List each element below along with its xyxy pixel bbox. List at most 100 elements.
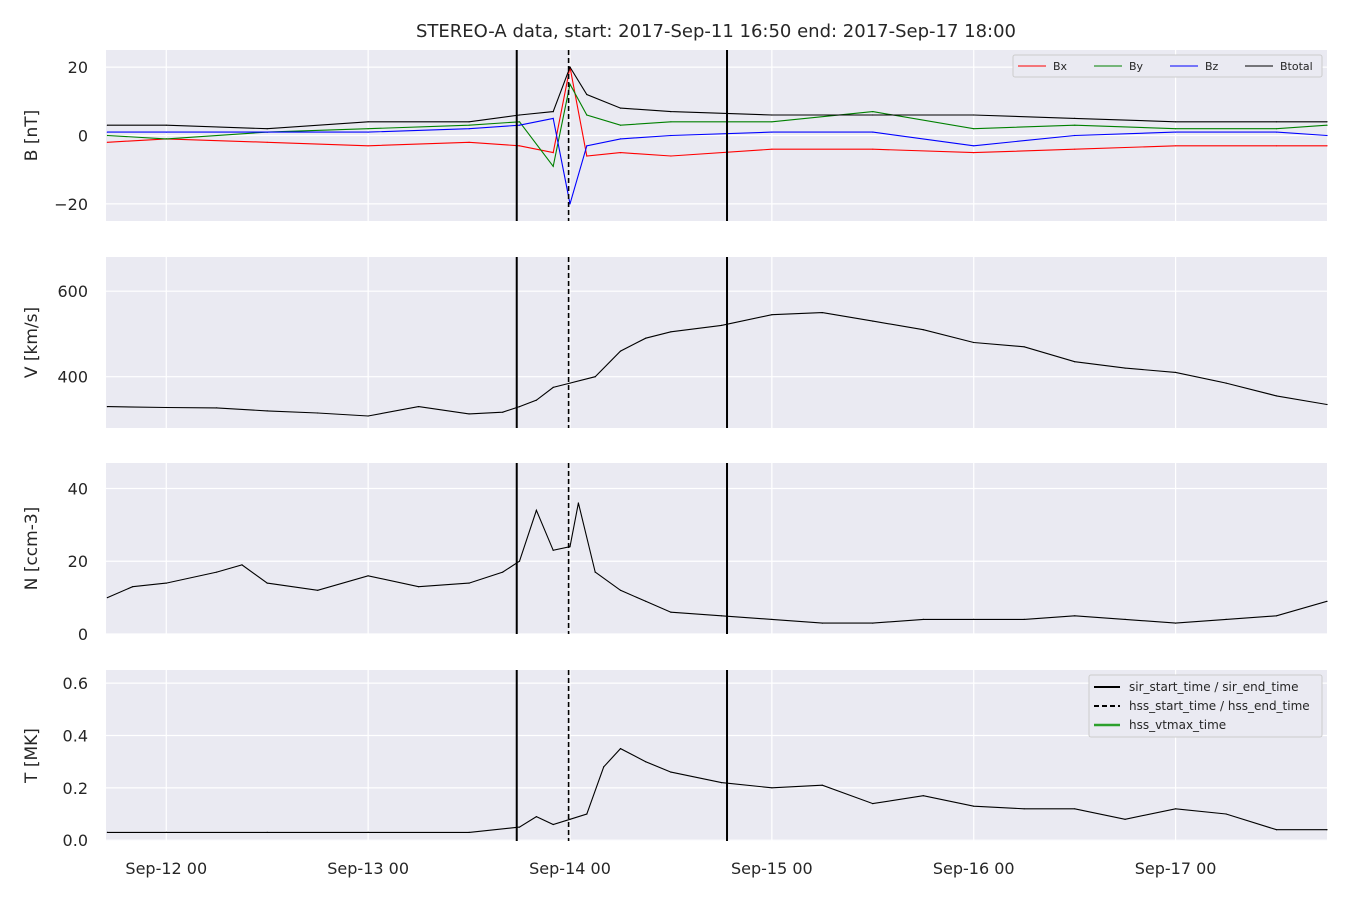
data-point xyxy=(872,111,874,113)
data-point xyxy=(569,546,571,548)
data-point xyxy=(569,818,571,820)
data-point xyxy=(670,771,672,773)
data-point xyxy=(552,117,554,119)
speed-panel: 600 400 V [km/s] xyxy=(22,257,1328,428)
data-point xyxy=(266,410,268,412)
data-point xyxy=(821,784,823,786)
data-point xyxy=(317,589,319,591)
data-point xyxy=(872,148,874,150)
x-tick-label: Sep-13 00 xyxy=(327,859,409,878)
data-point xyxy=(821,622,823,624)
data-point xyxy=(1175,131,1177,133)
data-point xyxy=(1074,361,1076,363)
data-point xyxy=(973,145,975,147)
data-point xyxy=(1124,367,1126,369)
data-point xyxy=(518,406,521,408)
data-point xyxy=(367,145,369,147)
data-point xyxy=(468,128,470,130)
data-point xyxy=(1326,403,1328,406)
data-point xyxy=(418,406,420,408)
data-point xyxy=(1275,128,1278,130)
data-point xyxy=(535,399,538,401)
data-point xyxy=(502,411,504,413)
y-tick-label: 20 xyxy=(68,552,88,571)
data-point xyxy=(670,331,672,333)
data-point xyxy=(619,589,622,591)
y-tick-label: 20 xyxy=(68,58,88,77)
data-point xyxy=(468,413,470,415)
y-tick-label: 0.6 xyxy=(63,674,88,693)
data-point xyxy=(771,787,773,789)
data-point xyxy=(594,571,596,573)
data-point xyxy=(720,615,723,617)
data-point xyxy=(1074,808,1076,810)
data-point xyxy=(165,406,167,409)
data-point xyxy=(165,831,167,834)
series-line xyxy=(107,312,1327,417)
data-point xyxy=(1023,346,1025,348)
data-point xyxy=(670,121,672,123)
data-point xyxy=(1074,124,1076,126)
data-point xyxy=(645,337,647,339)
data-point xyxy=(645,761,647,763)
data-point xyxy=(1326,145,1328,147)
y-axis-label: B [nT] xyxy=(22,110,42,162)
data-point xyxy=(165,124,167,126)
data-point xyxy=(973,152,975,154)
y-tick-label: 0.4 xyxy=(63,726,88,745)
data-point xyxy=(367,415,369,417)
data-point xyxy=(771,148,773,150)
data-point xyxy=(569,66,571,68)
data-point xyxy=(367,831,369,834)
series-btotal-line xyxy=(107,65,1327,130)
data-point xyxy=(367,121,369,123)
data-point xyxy=(1023,618,1025,621)
data-point xyxy=(1074,134,1076,137)
data-point xyxy=(1175,371,1177,373)
data-point xyxy=(619,152,622,154)
data-point xyxy=(586,813,588,815)
data-point xyxy=(1124,818,1126,820)
data-point xyxy=(367,131,369,133)
data-point xyxy=(720,324,723,326)
legend-by-label: By xyxy=(1129,60,1144,73)
data-point xyxy=(577,502,580,504)
data-point xyxy=(132,586,134,588)
data-point xyxy=(1326,829,1328,831)
y-tick-label: 400 xyxy=(57,368,88,387)
panel-background xyxy=(106,257,1327,428)
data-point xyxy=(106,141,108,143)
data-point xyxy=(1326,134,1328,137)
b-legend: Bx By Bz Btotal xyxy=(1012,54,1323,78)
series-bx-line xyxy=(107,66,1327,157)
data-point xyxy=(586,155,588,157)
data-point xyxy=(619,748,622,750)
event-legend: sir_start_time / sir_end_time hss_start_… xyxy=(1088,674,1323,738)
data-point xyxy=(266,582,268,584)
data-point xyxy=(1326,600,1328,602)
data-point xyxy=(1175,622,1177,624)
data-point xyxy=(586,114,588,116)
y-tick-label: −20 xyxy=(54,195,88,214)
x-axis-ticks: Sep-12 00 Sep-13 00 Sep-14 00 Sep-15 00 Sep-… xyxy=(125,859,1216,878)
y-axis-label: T [MK] xyxy=(22,728,42,784)
y-axis-label: N [ccm-3] xyxy=(22,507,42,591)
panel-background xyxy=(106,463,1327,634)
data-point xyxy=(586,93,588,96)
y-tick-label: 0.2 xyxy=(63,779,88,798)
data-point xyxy=(518,124,521,126)
x-tick-label: Sep-17 00 xyxy=(1135,859,1217,878)
data-point xyxy=(645,600,647,602)
series-bz-line xyxy=(107,117,1327,205)
data-point xyxy=(771,314,773,316)
data-point xyxy=(619,124,622,126)
data-point xyxy=(872,803,874,805)
data-point xyxy=(670,155,672,157)
x-tick-label: Sep-12 00 xyxy=(125,859,207,878)
data-point xyxy=(569,382,571,384)
data-point xyxy=(518,121,521,123)
data-point xyxy=(216,407,218,409)
data-point xyxy=(266,831,268,834)
data-point xyxy=(165,582,167,584)
data-point xyxy=(367,575,369,577)
